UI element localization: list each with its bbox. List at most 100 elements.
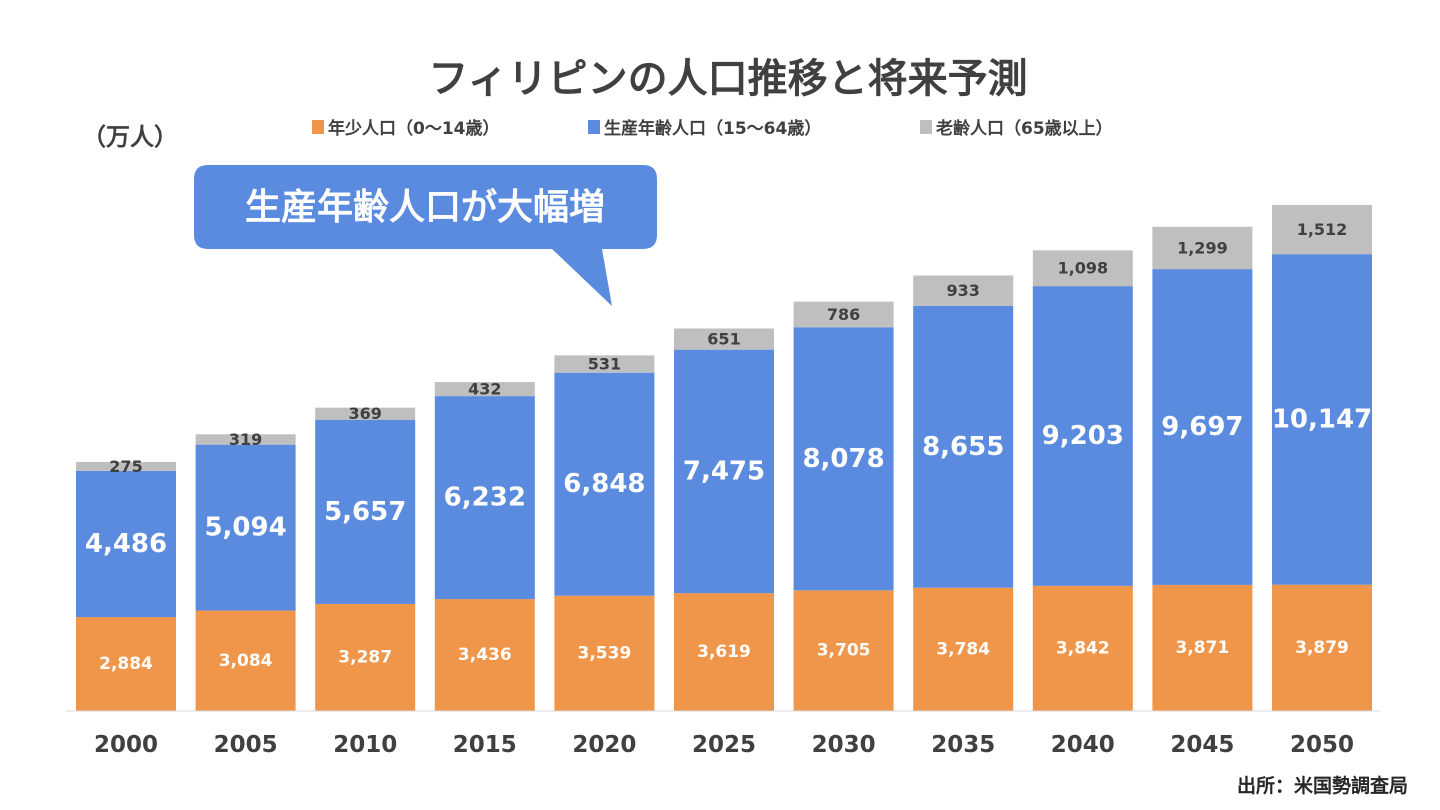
data-label: 9,697 <box>1161 412 1243 442</box>
bar-segment-youth <box>793 590 894 711</box>
legend-swatch <box>588 120 600 134</box>
data-label: 3,784 <box>936 639 990 659</box>
callout-bubble <box>194 165 657 306</box>
x-axis-ticks: 2000 2005 2010 2015 2020 2025 2030 2035 2040 2045… <box>94 732 1354 758</box>
x-tick-label: 2005 <box>214 732 278 758</box>
callout: 生産年齢人口が大幅増 <box>194 165 657 306</box>
data-label: 7,475 <box>683 456 765 486</box>
data-label: 1,512 <box>1297 220 1348 239</box>
bar-group-2015: 3,436 6,232 432 <box>434 380 535 711</box>
bar-segment-working <box>1032 286 1133 586</box>
bar-group-2050: 3,879 10,147 1,512 <box>1272 204 1372 711</box>
bar-segment-working <box>554 372 655 596</box>
data-label: 3,084 <box>219 651 273 671</box>
data-label: 6,232 <box>444 483 526 513</box>
data-label: 3,436 <box>458 645 512 665</box>
bar-segment-working <box>195 444 296 611</box>
legend-item: 生産年齢人口（15～64歳） <box>588 118 821 139</box>
bar-segment-elderly <box>913 275 1014 306</box>
bar-segment-elderly <box>76 462 176 471</box>
bar-segment-working <box>1272 254 1372 585</box>
bar-segment-youth <box>315 603 416 711</box>
source-note: 出所：米国勢調査局 <box>1237 774 1408 797</box>
bar-group-2010: 3,287 5,657 369 <box>315 404 416 711</box>
data-label: 10,147 <box>1272 404 1372 434</box>
callout-text: 生産年齢人口が大幅増 <box>245 187 605 228</box>
data-label: 5,094 <box>204 513 286 543</box>
x-tick-label: 2000 <box>94 732 158 758</box>
data-label: 5,657 <box>324 497 406 527</box>
legend-item: 老齢人口（65歳以上） <box>920 118 1113 139</box>
bar-segment-elderly <box>554 355 655 373</box>
x-tick-label: 2010 <box>333 732 397 758</box>
data-label: 651 <box>707 330 740 349</box>
bar-group-2005: 3,084 5,094 319 <box>195 430 296 711</box>
bar-segment-working <box>76 470 176 618</box>
x-tick-label: 2015 <box>453 732 517 758</box>
data-label: 4,486 <box>85 529 167 559</box>
bars: 2,8844,4862753,0845,0943193,2875,6573693… <box>76 204 1372 711</box>
data-label: 8,655 <box>922 432 1004 462</box>
x-tick-label: 2045 <box>1170 732 1234 758</box>
x-tick-label: 2035 <box>931 732 995 758</box>
bar-segment-youth <box>76 617 176 711</box>
bar-segment-youth <box>913 587 1014 711</box>
bar-group-2000: 2,884 4,486 275 <box>76 457 176 711</box>
bar-segment-youth <box>1272 584 1372 711</box>
legend-label: 老齢人口（65歳以上） <box>935 118 1113 139</box>
bar-segment-elderly <box>434 382 535 397</box>
data-label: 3,705 <box>817 641 871 661</box>
data-label: 531 <box>588 355 621 374</box>
bar-segment-youth <box>434 599 535 711</box>
x-tick-label: 2020 <box>572 732 636 758</box>
bar-group-2045: 3,871 9,697 1,299 <box>1152 226 1253 711</box>
legend-label: 生産年齢人口（15～64歳） <box>604 118 821 139</box>
data-label: 6,848 <box>563 469 645 499</box>
bar-group-2040: 3,842 9,203 1,098 <box>1032 250 1133 711</box>
bar-segment-working <box>434 396 535 600</box>
bar-segment-youth <box>674 593 774 711</box>
data-label: 1,098 <box>1057 259 1108 278</box>
data-label: 275 <box>109 457 142 476</box>
data-label: 319 <box>229 430 262 449</box>
bar-group-2025: 3,619 7,475 651 <box>674 328 774 711</box>
legend-label: 年少人口（0～14歳） <box>328 118 500 139</box>
bar-segment-working <box>913 305 1014 588</box>
x-tick-label: 2025 <box>692 732 756 758</box>
data-label: 3,842 <box>1056 638 1110 658</box>
legend: 年少人口（0～14歳） 生産年齢人口（15～64歳） 老齢人口（65歳以上） <box>312 118 1113 139</box>
bar-segment-elderly <box>793 301 894 328</box>
data-label: 3,879 <box>1295 638 1349 658</box>
bar-group-2035: 3,784 8,655 933 <box>913 275 1014 711</box>
legend-swatch <box>920 120 932 134</box>
data-label: 3,287 <box>338 647 392 667</box>
bar-segment-working <box>315 419 416 604</box>
legend-item: 年少人口（0～14歳） <box>312 118 500 139</box>
bar-segment-youth <box>1152 584 1253 711</box>
bar-group-2030: 3,705 8,078 786 <box>793 301 894 711</box>
data-label: 3,871 <box>1176 638 1230 658</box>
bar-segment-youth <box>195 610 296 711</box>
data-label: 8,078 <box>802 444 884 474</box>
data-label: 3,539 <box>578 643 632 663</box>
bar-segment-youth <box>1032 585 1133 711</box>
data-label: 3,619 <box>697 642 751 662</box>
bar-segment-elderly <box>1272 204 1372 255</box>
x-tick-label: 2030 <box>812 732 876 758</box>
bar-group-2020: 3,539 6,848 531 <box>554 355 655 711</box>
data-label: 786 <box>827 305 860 324</box>
bar-segment-elderly <box>674 328 774 350</box>
data-label: 432 <box>468 380 501 399</box>
bar-segment-elderly <box>195 434 296 445</box>
bar-segment-youth <box>554 595 655 711</box>
data-label: 933 <box>946 281 979 300</box>
bar-segment-elderly <box>315 407 416 420</box>
bar-segment-working <box>674 349 774 594</box>
bar-segment-elderly <box>1152 226 1253 270</box>
data-label: 1,299 <box>1177 238 1228 257</box>
x-tick-label: 2050 <box>1290 732 1354 758</box>
chart-title: フィリピンの人口推移と将来予測 <box>428 56 1027 102</box>
legend-swatch <box>312 120 324 134</box>
data-label: 369 <box>348 404 381 423</box>
